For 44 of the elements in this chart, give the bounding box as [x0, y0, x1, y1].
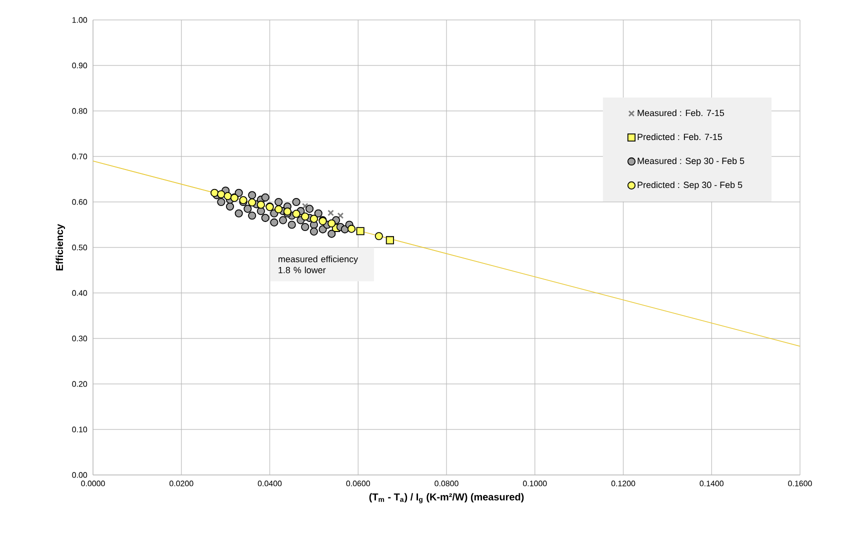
point [256, 207, 265, 216]
point [278, 216, 288, 224]
point [337, 212, 344, 219]
point [314, 209, 322, 218]
point [274, 198, 283, 206]
point [261, 193, 270, 202]
point [292, 210, 300, 218]
y-axis-title: Efficiency [56, 224, 66, 270]
annotation: measured efficiency 1.8 % lower [278, 256, 358, 274]
legend-label: Measured : Feb. 7-15 [638, 110, 724, 116]
point [328, 219, 336, 228]
point [244, 204, 252, 213]
legend-label: Predicted : Feb. 7-15 [638, 134, 722, 140]
point [302, 202, 308, 210]
point [301, 222, 310, 232]
point [305, 204, 314, 213]
point [310, 228, 318, 236]
legend-label: Predicted : Sep 30 - Feb 5 [638, 181, 742, 190]
point [224, 192, 232, 200]
legend-label: Measured : Sep 30 - Feb 5 [638, 157, 744, 166]
point [310, 214, 318, 223]
point [274, 205, 283, 214]
point [248, 191, 256, 200]
point [347, 224, 356, 233]
point [248, 212, 256, 220]
point [386, 236, 394, 244]
point [234, 209, 243, 218]
point [328, 210, 334, 216]
point [217, 190, 226, 198]
point [301, 212, 310, 221]
point [217, 198, 226, 206]
point [374, 232, 383, 240]
point [261, 214, 270, 222]
point [226, 202, 234, 211]
point [292, 198, 300, 206]
point [356, 227, 364, 236]
point [288, 220, 296, 229]
point [248, 198, 256, 206]
x-axis-title: (T$_{m}$ - T$_{a}$) / I$_{g}$ (K-m²/W) (measured) [369, 493, 524, 504]
point [234, 188, 243, 197]
point [270, 218, 278, 226]
point [256, 200, 265, 209]
point [210, 188, 219, 197]
point [328, 230, 336, 238]
